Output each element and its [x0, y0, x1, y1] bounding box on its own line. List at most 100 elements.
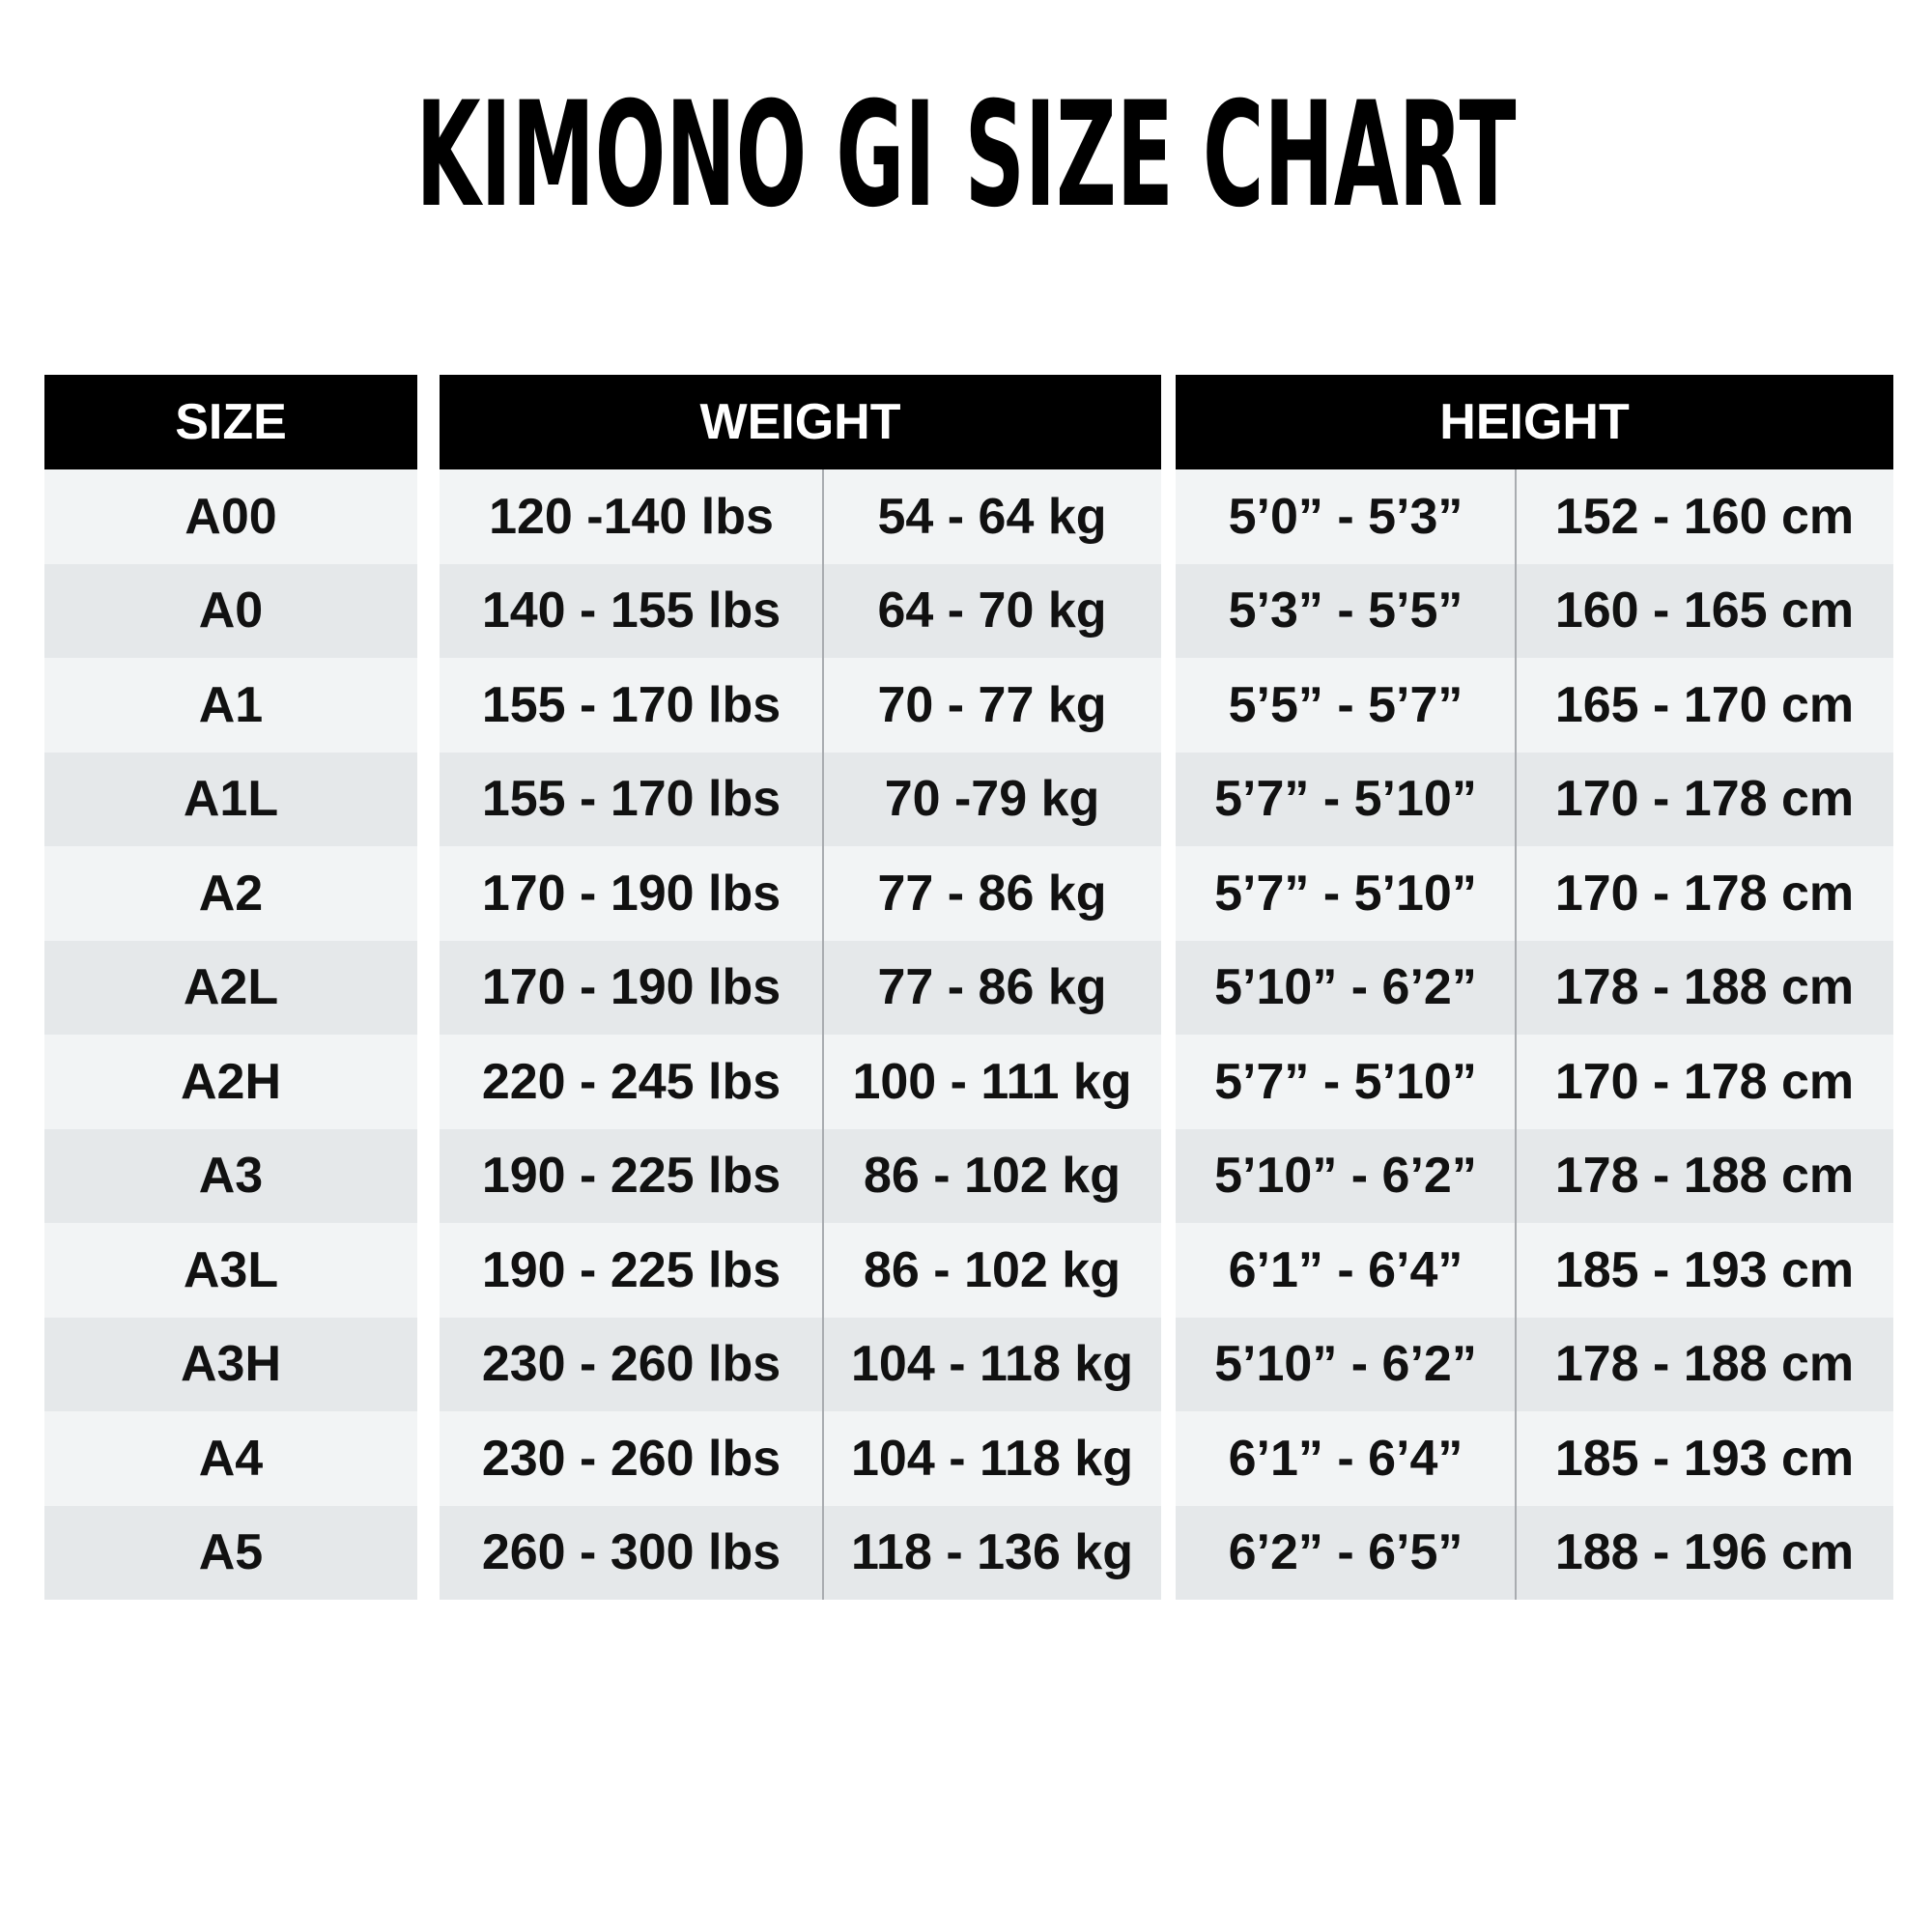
row-band	[440, 1035, 1161, 1129]
value-cell: 178 - 188 cm	[1554, 1336, 1855, 1393]
value-cell: 5’10” - 6’2”	[1214, 1336, 1477, 1393]
row-band	[1176, 658, 1893, 753]
value-cell: 6’1” - 6’4”	[1228, 1241, 1463, 1298]
value-cell: 5’5” - 5’7”	[1228, 676, 1463, 733]
row-band	[44, 752, 417, 846]
row-band	[44, 1035, 417, 1129]
row-band	[440, 1505, 1161, 1600]
value-cell: 170 - 178 cm	[1554, 771, 1855, 828]
row-band	[440, 563, 1161, 658]
value-cell: 5’7” - 5’10”	[1214, 771, 1477, 828]
value-cell: 70 -79 kg	[884, 771, 1100, 828]
value-cell: 86 - 102 kg	[864, 1241, 1121, 1298]
row-band	[440, 752, 1161, 846]
size-cell: A00	[185, 488, 277, 545]
size-cell: A3	[198, 1148, 264, 1205]
row-band	[440, 1411, 1161, 1506]
row-band	[44, 940, 417, 1035]
header-cell: HEIGHT	[1176, 375, 1893, 469]
row-band	[44, 658, 417, 753]
row-band	[1176, 1411, 1893, 1506]
row-band	[1176, 1035, 1893, 1129]
value-cell: 6’1” - 6’4”	[1228, 1430, 1463, 1487]
value-cell: 100 - 111 kg	[852, 1053, 1132, 1110]
value-cell: 165 - 170 cm	[1554, 676, 1855, 733]
value-cell: 155 - 170 lbs	[481, 676, 781, 733]
value-cell: 190 - 225 lbs	[481, 1241, 781, 1298]
value-cell: 155 - 170 lbs	[481, 771, 781, 828]
size-cell: A2L	[183, 959, 279, 1016]
row-band	[440, 1317, 1161, 1411]
value-cell: 178 - 188 cm	[1554, 959, 1855, 1016]
title-area: KIMONO GI SIZE CHART	[416, 71, 1517, 240]
value-cell: 118 - 136 kg	[851, 1524, 1133, 1581]
header-cell: SIZE	[44, 375, 417, 469]
value-cell: 54 - 64 kg	[877, 488, 1107, 545]
row-band	[440, 1128, 1161, 1223]
row-band	[440, 658, 1161, 753]
value-cell: 185 - 193 cm	[1554, 1430, 1855, 1487]
value-cell: 120 -140 lbs	[489, 488, 774, 545]
size-cell: A1	[198, 676, 264, 733]
value-cell: 86 - 102 kg	[864, 1148, 1121, 1205]
row-band	[440, 846, 1161, 941]
row-band	[44, 563, 417, 658]
row-band	[1176, 846, 1893, 941]
header-cell: WEIGHT	[440, 375, 1161, 469]
row-band	[44, 846, 417, 941]
value-cell: 260 - 300 lbs	[481, 1524, 781, 1581]
size-cell: A5	[198, 1524, 264, 1581]
row-band	[1176, 752, 1893, 846]
row-band	[440, 940, 1161, 1035]
value-cell: 5’3” - 5’5”	[1228, 582, 1463, 639]
size-cell: A4	[198, 1430, 264, 1487]
row-band	[440, 469, 1161, 564]
row-band	[44, 1317, 417, 1411]
value-cell: 160 - 165 cm	[1554, 582, 1855, 639]
row-band	[44, 1505, 417, 1600]
value-cell: 70 - 77 kg	[877, 676, 1107, 733]
value-cell: 170 - 178 cm	[1554, 1053, 1855, 1110]
value-cell: 170 - 178 cm	[1554, 865, 1855, 922]
value-cell: 5’10” - 6’2”	[1214, 959, 1477, 1016]
row-band	[44, 1411, 417, 1506]
row-band	[44, 469, 417, 564]
column-divider	[1515, 469, 1517, 1600]
row-band	[1176, 1505, 1893, 1600]
row-band	[1176, 563, 1893, 658]
row-band	[1176, 940, 1893, 1035]
size-cell: A3H	[180, 1336, 282, 1393]
value-cell: 185 - 193 cm	[1554, 1241, 1855, 1298]
value-cell: 190 - 225 lbs	[481, 1148, 781, 1205]
value-cell: 104 - 118 kg	[851, 1336, 1133, 1393]
row-band	[44, 1128, 417, 1223]
value-cell: 5’7” - 5’10”	[1214, 865, 1477, 922]
value-cell: 140 - 155 lbs	[481, 582, 781, 639]
value-cell: 230 - 260 lbs	[481, 1430, 781, 1487]
value-cell: 188 - 196 cm	[1554, 1524, 1855, 1581]
value-cell: 152 - 160 cm	[1554, 488, 1855, 545]
value-cell: 77 - 86 kg	[877, 865, 1107, 922]
value-cell: 104 - 118 kg	[851, 1430, 1133, 1487]
column-divider	[822, 469, 824, 1600]
value-cell: 77 - 86 kg	[877, 959, 1107, 1016]
value-cell: 230 - 260 lbs	[481, 1336, 781, 1393]
value-cell: 5’7” - 5’10”	[1214, 1053, 1477, 1110]
value-cell: 170 - 190 lbs	[481, 959, 781, 1016]
row-band	[44, 1223, 417, 1318]
row-band	[440, 1223, 1161, 1318]
row-band	[1176, 1317, 1893, 1411]
size-cell: A1L	[183, 771, 279, 828]
value-cell: 5’10” - 6’2”	[1214, 1148, 1477, 1205]
size-cell: A0	[198, 582, 264, 639]
row-band	[1176, 1128, 1893, 1223]
value-cell: 64 - 70 kg	[877, 582, 1107, 639]
value-cell: 6’2” - 6’5”	[1228, 1524, 1463, 1581]
size-cell: A2	[198, 865, 264, 922]
row-band	[1176, 1223, 1893, 1318]
value-cell: 170 - 190 lbs	[481, 865, 781, 922]
size-cell: A3L	[183, 1241, 279, 1298]
value-cell: 5’0” - 5’3”	[1228, 488, 1463, 545]
row-band	[1176, 469, 1893, 564]
